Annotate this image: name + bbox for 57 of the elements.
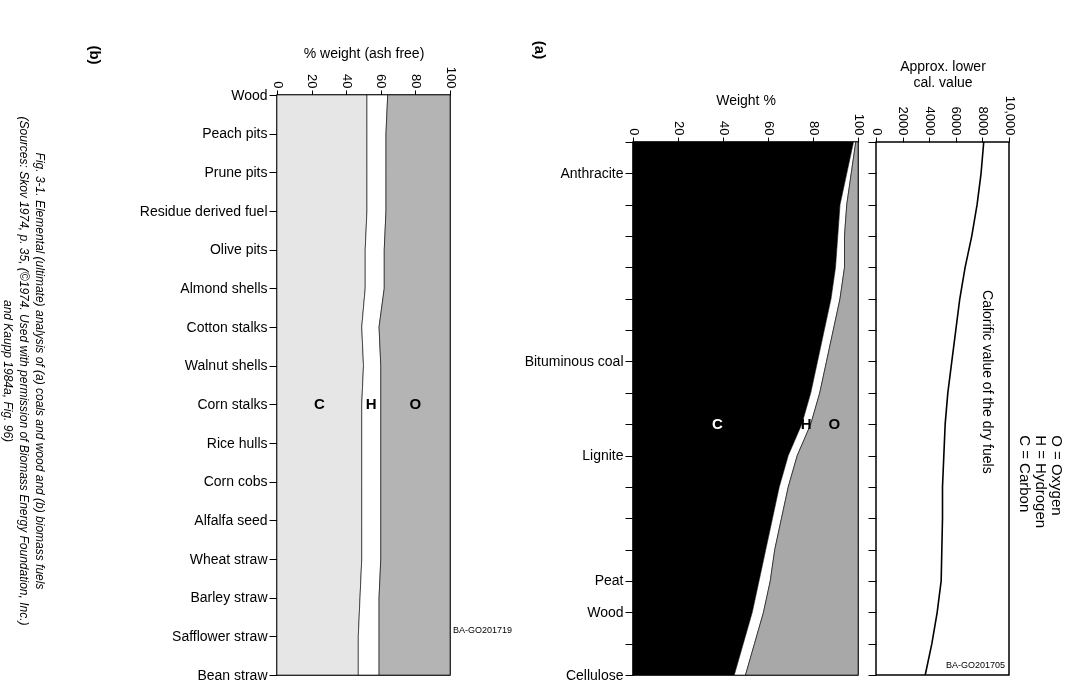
y-tick-label: Wood	[587, 603, 624, 620]
x-tick-label: 10,000	[1002, 95, 1018, 136]
x-tick-label: 80	[806, 121, 822, 136]
series-label: O	[409, 395, 422, 413]
y-axis-title: Calorific value of the dry fuels	[980, 290, 996, 474]
x-tick-label: 60	[761, 121, 777, 136]
y-tick-label: Olive pits	[209, 241, 268, 258]
y-tick-label: Cotton stalks	[186, 318, 268, 335]
x-tick-label: 40	[339, 74, 355, 89]
x-tick-label: 4000	[922, 106, 938, 136]
x-tick-label: 0	[869, 128, 885, 136]
x-tick-label: 20	[305, 74, 321, 89]
y-tick-label: Barley straw	[190, 589, 269, 606]
y-tick-label: Alfalfa seed	[194, 511, 268, 528]
chart-title: (a)	[532, 40, 549, 60]
x-tick-label: 8000	[975, 106, 991, 136]
caption: Fig. 3-1. Elemental (ultimate) analysis of (a) coals and wood and (b) biomass fuels (Sources: Skov 1974, p. 35, (©1974. Used with permission of Biomass Energy Foundation, Inc.) and Kaupp 1984a, Fig. 96)	[1, 116, 47, 626]
text: O = Oxygen	[1049, 435, 1066, 516]
text: C = Carbon	[1017, 435, 1034, 513]
text: H = Hydrogen	[1033, 435, 1050, 529]
y-tick-label: Peat	[594, 572, 624, 589]
x-axis-title: % weight (ash free)	[303, 44, 425, 61]
x-tick-label: 40	[716, 121, 732, 136]
x-tick-label: 2000	[896, 106, 912, 136]
x-tick-label: 6000	[949, 106, 965, 136]
series-label: O	[828, 415, 841, 433]
series-label: H	[365, 395, 377, 413]
y-tick-label: Almond shells	[180, 279, 268, 296]
y-tick-label: Walnut shells	[184, 357, 268, 374]
x-tick-label: 0	[270, 81, 286, 89]
x-tick-label: 80	[408, 74, 424, 89]
series-label: C	[711, 415, 723, 433]
y-tick-label: Wood	[231, 86, 268, 103]
y-tick-label: Corn stalks	[197, 395, 268, 412]
y-tick-label: Residue derived fuel	[139, 202, 268, 219]
y-tick-label: Corn cobs	[203, 473, 268, 490]
y-tick-label: Prune pits	[204, 163, 268, 180]
y-tick-label: Anthracite	[560, 164, 624, 181]
x-tick-label: 100	[443, 66, 459, 89]
series-label: C	[313, 395, 325, 413]
y-tick-label: Peach pits	[202, 125, 268, 142]
y-tick-label: Bituminous coal	[524, 352, 624, 369]
y-tick-label: Lignite	[582, 447, 624, 464]
y-tick-label: Rice hulls	[206, 434, 268, 451]
y-tick-label: Bean straw	[197, 666, 269, 683]
x-tick-label: 60	[374, 74, 390, 89]
text: BA-GO201719	[453, 625, 513, 635]
text: (b)	[87, 45, 104, 65]
annotation: BA-GO201705	[945, 660, 1005, 670]
y-tick-label: Wheat straw	[189, 550, 269, 567]
x-axis-title: Weight %	[716, 91, 776, 108]
y-tick-label: Safflower straw	[172, 627, 269, 644]
y-tick-label: Cellulose	[565, 666, 624, 683]
x-tick-label: 0	[626, 128, 642, 136]
x-axis-title: Approx. lower cal. value	[900, 57, 987, 90]
x-tick-label: 20	[671, 121, 687, 136]
x-tick-label: 100	[851, 113, 867, 136]
